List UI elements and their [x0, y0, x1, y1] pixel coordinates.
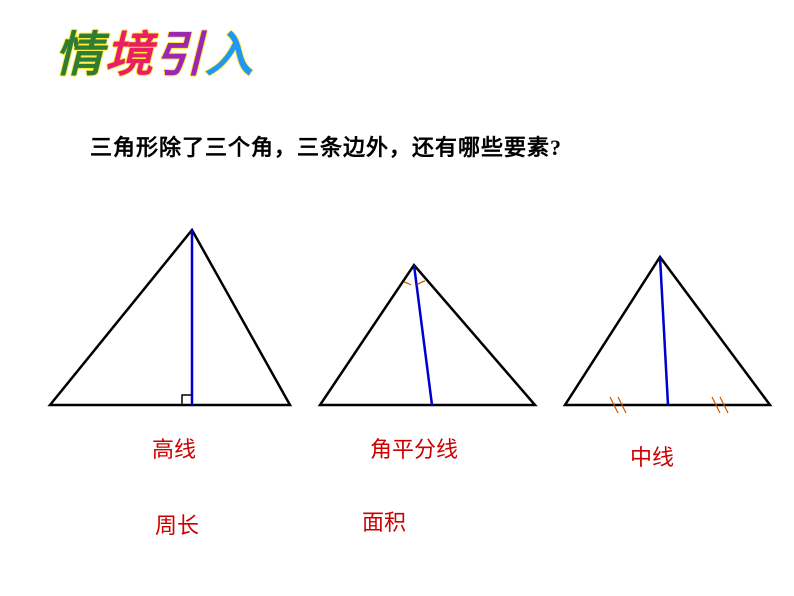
triangle-altitude [50, 230, 290, 405]
label-area: 面积 [362, 505, 406, 537]
label-altitude: 高线 [152, 432, 196, 464]
label-perimeter: 周长 [155, 508, 199, 540]
label-median: 中线 [630, 440, 674, 472]
title-char-2: 境 [105, 15, 155, 85]
title-char-3: 引 [155, 15, 205, 85]
title-text: 情 境 引 入 [55, 15, 255, 85]
triangle-diagrams [0, 225, 794, 410]
triangles-svg [0, 225, 794, 425]
label-angle-bisector: 角平分线 [370, 432, 458, 464]
title-char-4: 入 [205, 15, 255, 85]
triangle-angle-bisector [320, 265, 535, 405]
question-text: 三角形除了三个角，三条边外，还有哪些要素? [90, 130, 562, 162]
slide-title: 情 境 引 入 [55, 15, 255, 85]
triangle-median [565, 257, 770, 413]
title-char-1: 情 [55, 15, 105, 85]
